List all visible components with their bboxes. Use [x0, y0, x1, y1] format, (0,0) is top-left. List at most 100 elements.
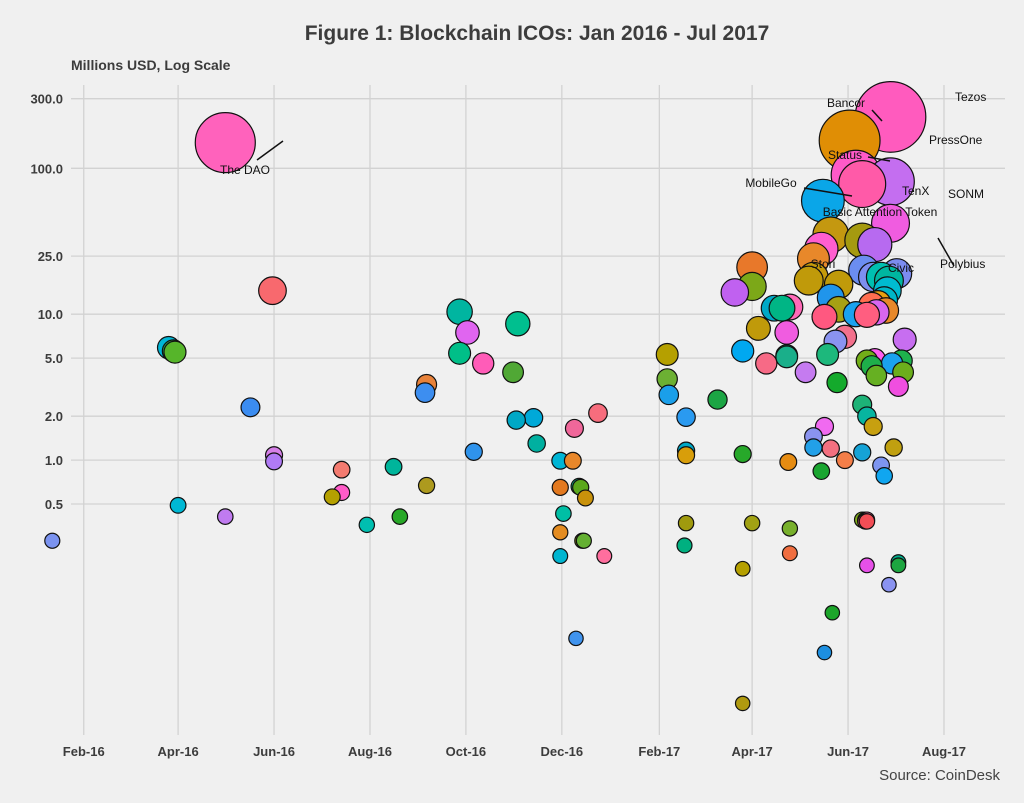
- bubble-point: [575, 532, 592, 549]
- bubble-point: [774, 320, 800, 345]
- bubble-point: [552, 548, 569, 565]
- bubble-point: [853, 443, 872, 462]
- bubble-label: The DAO: [220, 163, 270, 177]
- bubble-point: [863, 416, 883, 437]
- bubble-point: [576, 489, 594, 507]
- source-note: Source: CoinDesk: [879, 767, 1000, 784]
- bubble-point: [734, 695, 751, 712]
- bubble-point: [384, 457, 403, 476]
- bubble-point: [596, 548, 613, 565]
- bubble-label: Status: [828, 148, 862, 162]
- bubble-point: [779, 453, 798, 472]
- bubble-label: Polybius: [940, 257, 985, 271]
- x-axis-ticks: Feb-16 Apr-16 Jun-16 Aug-16 Oct-16 Dec-16 Feb-…: [63, 744, 966, 759]
- bubble-point: [781, 545, 798, 562]
- bubble-point: [555, 505, 572, 522]
- y-tick-label: 300.0: [30, 92, 63, 107]
- bubble-point: [743, 514, 761, 532]
- bubble-point: [890, 557, 907, 574]
- bubble-point: [881, 576, 897, 593]
- bubble-point: [676, 537, 693, 554]
- y-axis-ticks: 300.0 100.0 25.0 10.0 5.0 2.0 1.0 0.5: [30, 92, 63, 512]
- bubble-point: [887, 375, 909, 397]
- bubble-point: [448, 341, 472, 365]
- bubble-point: [169, 496, 187, 514]
- y-tick-label: 100.0: [30, 161, 63, 176]
- bubble-label: MobileGo: [745, 176, 797, 190]
- x-tick-label: Feb-16: [63, 744, 105, 759]
- bubble-point: [734, 560, 751, 577]
- bubble-point: [240, 397, 261, 418]
- bubble-point: [858, 513, 876, 530]
- x-tick-label: Aug-17: [922, 744, 966, 759]
- bubble-point: [471, 352, 495, 375]
- bubble-point: [733, 444, 752, 464]
- bubble-point: [414, 382, 436, 404]
- bubble-point: [731, 339, 755, 363]
- bubble-point: [502, 361, 525, 384]
- bubble-point: [816, 342, 840, 366]
- bubble-point: [163, 340, 187, 364]
- annotation-leader: [256, 140, 284, 161]
- bubble-point: [568, 630, 584, 647]
- bubble-point: [552, 524, 569, 541]
- bubble-label: TenX: [902, 184, 929, 198]
- bubble-point: [745, 315, 771, 341]
- bubble-point: [323, 488, 341, 506]
- bubble-point: [588, 403, 608, 423]
- bubble-label: Bancor: [827, 96, 865, 110]
- bubble-point: [816, 644, 833, 661]
- annotation-leader: [803, 187, 853, 197]
- x-tick-label: Jun-16: [253, 744, 295, 759]
- bubble-point: [755, 352, 778, 375]
- bubble-point: [216, 508, 234, 525]
- y-tick-label: 10.0: [38, 307, 63, 322]
- bubble-point: [884, 438, 903, 457]
- bubble-point: [332, 460, 351, 479]
- bubble-point: [455, 320, 480, 345]
- x-tick-label: Feb-17: [638, 744, 680, 759]
- bubble-point: [875, 467, 894, 485]
- y-tick-label: 25.0: [38, 249, 63, 264]
- bubble-point: [44, 532, 61, 549]
- x-tick-label: Dec-16: [541, 744, 584, 759]
- bubble-point: [781, 520, 799, 537]
- bubble-point: [804, 438, 823, 457]
- bubble-point: [824, 604, 841, 621]
- x-tick-label: Jun-17: [827, 744, 869, 759]
- x-tick-label: Oct-16: [446, 744, 486, 759]
- bubble-label: SONM: [948, 187, 984, 201]
- y-tick-label: 5.0: [45, 351, 63, 366]
- bubble-point: [551, 478, 569, 497]
- bubble-label: PressOne: [929, 133, 983, 147]
- bubble-point: [835, 451, 854, 470]
- bubble-point: [838, 159, 887, 209]
- bubble-point: [768, 294, 796, 322]
- bubble-point: [676, 446, 696, 465]
- bubble-point: [821, 439, 840, 458]
- chart-subtitle: Millions USD, Log Scale: [71, 57, 231, 73]
- y-tick-label: 0.5: [45, 497, 63, 512]
- bubble-point: [506, 410, 526, 430]
- bubble-label: Tezos: [955, 90, 986, 104]
- bubble-point: [775, 345, 799, 369]
- x-tick-label: Apr-17: [732, 744, 773, 759]
- annotation-leader: [867, 156, 891, 162]
- bubble-point: [464, 442, 483, 461]
- chart-title: Figure 1: Blockchain ICOs: Jan 2016 - Ju…: [305, 22, 770, 45]
- bubble-point: [265, 452, 284, 471]
- y-tick-label: 1.0: [45, 453, 63, 468]
- bubble-point: [655, 342, 679, 366]
- bubble-point: [563, 451, 582, 470]
- annotation-leader: [871, 109, 883, 122]
- bubble-point: [358, 516, 376, 534]
- bubble-point: [194, 111, 256, 174]
- annotation-leader: [937, 237, 955, 267]
- bubble-point: [523, 408, 544, 428]
- bubble-label: Stori: [811, 257, 836, 271]
- bubble-point: [527, 434, 546, 453]
- bubbles: [44, 81, 927, 712]
- x-tick-label: Aug-16: [348, 744, 392, 759]
- annotations: The DAO MobileGo Basic Attention Token Banc…: [220, 90, 986, 275]
